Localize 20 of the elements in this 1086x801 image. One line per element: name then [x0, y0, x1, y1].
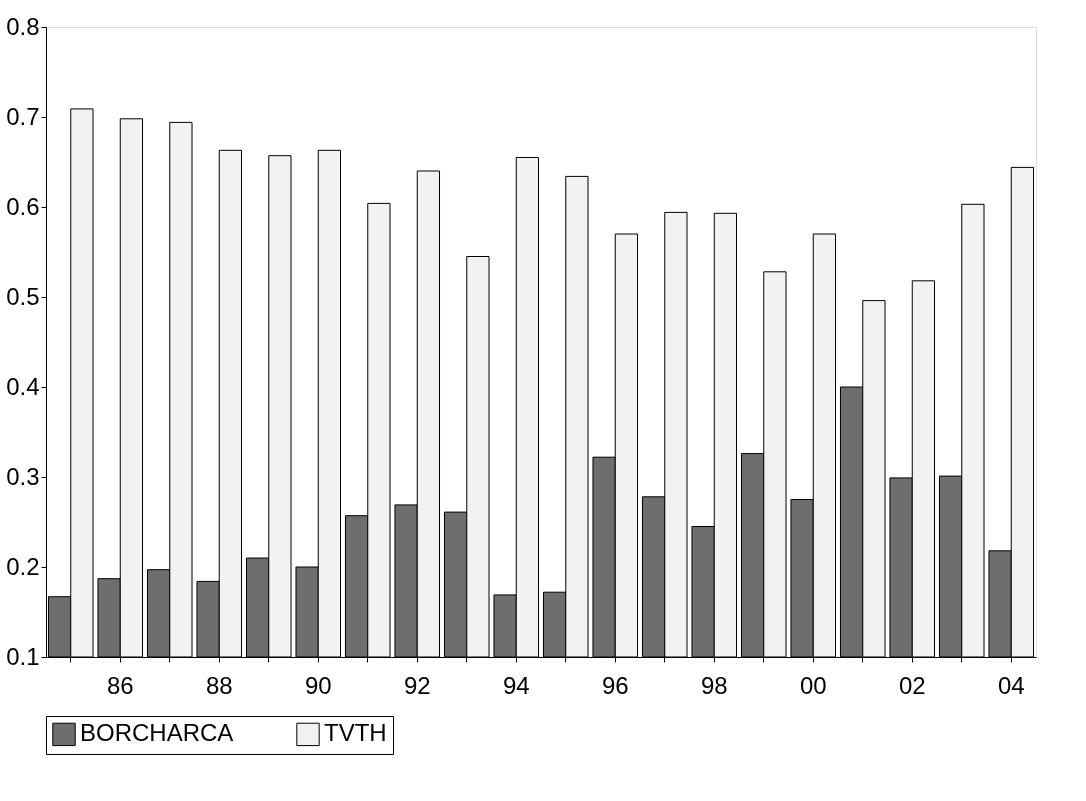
x-tick-label: 04 — [997, 671, 1025, 699]
legend-label: TVTH — [324, 719, 387, 747]
legend-label: BORCHARCA — [80, 719, 234, 747]
x-tick-label: 88 — [205, 671, 233, 699]
y-tick-label: 0.7 — [6, 102, 40, 130]
y-tick-label: 0.4 — [6, 372, 40, 400]
x-tick-label: 90 — [304, 671, 332, 699]
x-tick-label: 86 — [106, 671, 134, 699]
x-tick-label: 98 — [700, 671, 728, 699]
x-tick-label: 94 — [502, 671, 530, 699]
x-tick-label: 02 — [898, 671, 926, 699]
y-tick-label: 0.8 — [6, 12, 40, 40]
y-tick-label: 0.2 — [6, 552, 40, 580]
y-tick-label: 0.3 — [6, 462, 40, 490]
y-tick-label: 0.1 — [6, 642, 40, 670]
x-tick-label: 00 — [799, 671, 827, 699]
x-tick-label: 96 — [601, 671, 629, 699]
y-tick-label: 0.6 — [6, 192, 40, 220]
x-tick-label: 92 — [403, 671, 431, 699]
y-tick-label: 0.5 — [6, 282, 40, 310]
